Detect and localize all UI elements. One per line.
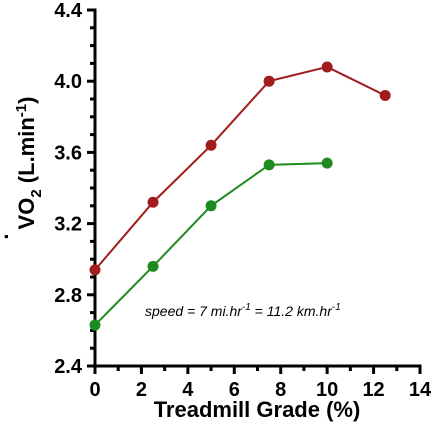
axes: 0 2 4 6 8 10 12 14 2.4 2.8 3.2 3.6 4.0 4.4 <box>54 0 432 401</box>
y-tick-label: 2.8 <box>54 285 82 307</box>
series-2-point <box>89 319 101 331</box>
x-tick-label: 12 <box>362 379 384 401</box>
annotation-part-b: = 11.2 km.hr <box>251 303 333 319</box>
speed-annotation: speed = 7 mi.hr-1 = 11.2 km.hr-1 <box>145 302 341 319</box>
x-tick-label: 4 <box>182 379 194 401</box>
series-1-point <box>263 75 275 87</box>
series-2-point <box>263 159 275 171</box>
series-1-point <box>205 139 217 151</box>
series-line-2 <box>94 162 328 326</box>
x-tick-label: 0 <box>89 379 100 401</box>
x-tick-label: 2 <box>136 379 147 401</box>
series-2-point <box>321 157 333 169</box>
x-tick-label: 10 <box>316 379 338 401</box>
y-axis-title-sub: 2 <box>28 189 45 197</box>
series-1-point <box>379 89 391 101</box>
y-tick-label: 4.0 <box>54 71 82 93</box>
y-axis-title-close: ) <box>14 97 39 104</box>
x-axis-title: Treadmill Grade (%) <box>154 397 361 422</box>
series-1-point <box>321 61 333 73</box>
x-tick-label: 6 <box>229 379 240 401</box>
series-layer <box>89 61 391 331</box>
y-tick-label: 2.4 <box>54 356 83 378</box>
series-1-point <box>147 196 159 208</box>
y-axis-title-main: VO <box>14 198 39 230</box>
series-2-point <box>205 200 217 212</box>
y-tick-label: 3.2 <box>54 214 82 236</box>
series-line-1 <box>94 65 386 271</box>
series-1-point <box>89 264 101 276</box>
x-tick-label: 8 <box>275 379 286 401</box>
annotation-sup-a: -1 <box>242 302 251 313</box>
y-tick-label: 4.4 <box>54 0 83 22</box>
annotation-sup-b: -1 <box>332 302 341 313</box>
y-axis-title-unit: (L.min <box>14 117 39 189</box>
series-2-point <box>147 260 159 272</box>
y-tick-label: 3.6 <box>54 142 82 164</box>
x-tick-label: 14 <box>409 379 432 401</box>
y-axis-title-sup: -1 <box>13 104 30 117</box>
vdot-mark: · <box>0 232 19 239</box>
y-axis-title: VO2 (L.min-1) <box>13 97 45 230</box>
annotation-part-a: speed = 7 mi.hr <box>145 303 243 319</box>
